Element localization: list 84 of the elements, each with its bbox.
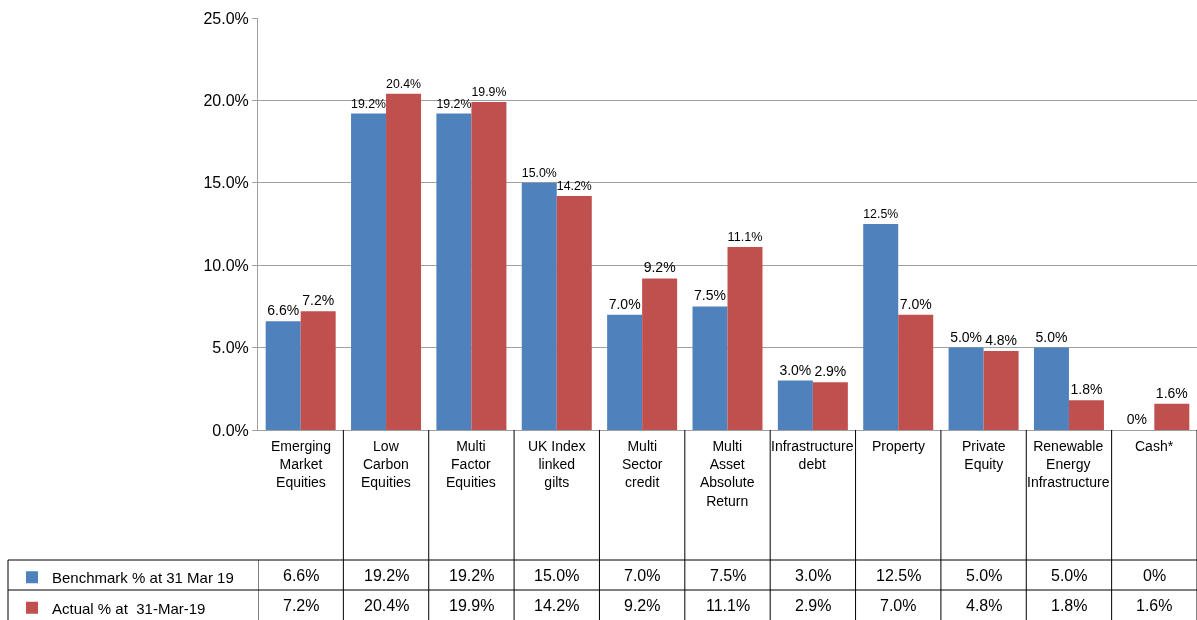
text: 12.5%: [863, 207, 899, 222]
text: 1.8%: [1070, 381, 1103, 398]
data-label: 7.0%: [880, 597, 917, 614]
data-label: 7.0%: [624, 567, 661, 584]
data-label: 7.2%: [283, 597, 320, 614]
bar: [898, 314, 934, 430]
x-tick-label: Low Carbon Equities: [361, 438, 411, 491]
data-label: 1.8%: [1051, 597, 1088, 614]
bar: [777, 380, 813, 430]
bar: [265, 321, 301, 430]
bar: [300, 311, 336, 430]
text: 5.0%: [1035, 328, 1068, 345]
text: 7.2%: [302, 292, 335, 309]
text: 7.0%: [608, 295, 641, 312]
text: 15.0%: [521, 166, 557, 181]
y-tick-label: 25.0%: [203, 9, 249, 27]
data-label: 9.2%: [624, 597, 661, 614]
bar: [812, 382, 848, 430]
bar: [351, 113, 387, 430]
bar: [607, 314, 643, 430]
x-tick-label: UK Index linked gilts: [528, 438, 586, 491]
text: 7.5%: [694, 287, 726, 304]
bar: [727, 247, 763, 430]
x-tick-label: Renewable Energy Infrastructure: [1027, 438, 1110, 491]
bar: [692, 306, 728, 430]
bar: [1068, 400, 1104, 430]
bar: [642, 278, 678, 430]
bar: [436, 113, 472, 430]
bar: [1033, 347, 1069, 430]
text: 19.2%: [436, 96, 472, 111]
x-tick-label: Property: [872, 438, 925, 454]
text: 9.2%: [643, 259, 676, 276]
x-tick-label: Emerging Market Equities: [271, 438, 331, 491]
data-label: 19.2%: [449, 567, 495, 584]
x-tick-label: Multi Sector credit: [622, 438, 663, 491]
y-tick-label: 20.0%: [203, 92, 249, 109]
data-label: 20.4%: [364, 597, 410, 614]
data-label: 1.6%: [1136, 597, 1173, 614]
data-label: 11.1%: [706, 597, 751, 614]
text: 19.9%: [471, 85, 507, 100]
legend-label: Actual % at 31-Mar-19: [52, 599, 206, 617]
text: 11.1%: [727, 230, 763, 245]
x-tick-label: Cash*: [1135, 438, 1174, 454]
bar: [556, 195, 592, 430]
data-label: 12.5%: [876, 567, 922, 584]
data-label: 5.0%: [1051, 567, 1088, 584]
x-tick-label: Private Equity: [962, 438, 1006, 473]
bar: [521, 182, 557, 430]
text: 5.0%: [950, 328, 983, 345]
bar: [471, 102, 507, 430]
x-tick-label: Multi Asset Absolute Return: [700, 438, 755, 509]
data-label: 7.5%: [710, 567, 747, 584]
bar: [948, 347, 984, 430]
data-label: 6.6%: [283, 567, 320, 584]
text: 7.0%: [899, 295, 932, 312]
text: 2.9%: [814, 363, 847, 380]
y-tick-label: 5.0%: [212, 339, 249, 357]
y-tick-label: 10.0%: [203, 256, 249, 274]
data-label: 14.2%: [534, 597, 580, 614]
text: 0%: [1126, 411, 1147, 427]
bar: [863, 224, 899, 430]
text: 20.4%: [386, 77, 422, 92]
text: 3.0%: [779, 361, 812, 378]
x-tick-label: Multi Factor Equities: [446, 438, 496, 491]
data-label: 2.9%: [795, 597, 832, 614]
bar: [386, 93, 422, 430]
text: 19.2%: [351, 96, 387, 111]
x-tick-label: Infrastructure debt: [771, 438, 854, 473]
data-label: 3.0%: [795, 567, 832, 584]
text: 1.6%: [1155, 384, 1188, 401]
legend-label: Benchmark % at 31 Mar 19: [52, 569, 234, 587]
data-label: 5.0%: [966, 567, 1003, 584]
y-tick-label: 0.0%: [212, 421, 249, 439]
data-label: 0%: [1143, 567, 1167, 584]
data-label: 15.0%: [534, 567, 580, 584]
bar: [1154, 403, 1190, 430]
text: 6.6%: [267, 302, 300, 319]
text: 4.8%: [985, 331, 1018, 348]
text: 14.2%: [556, 179, 592, 194]
data-label: 4.8%: [966, 597, 1003, 614]
y-tick-label: 15.0%: [203, 174, 249, 192]
data-label: 19.2%: [364, 567, 410, 584]
bar: [983, 350, 1019, 430]
data-label: 19.9%: [449, 597, 495, 614]
